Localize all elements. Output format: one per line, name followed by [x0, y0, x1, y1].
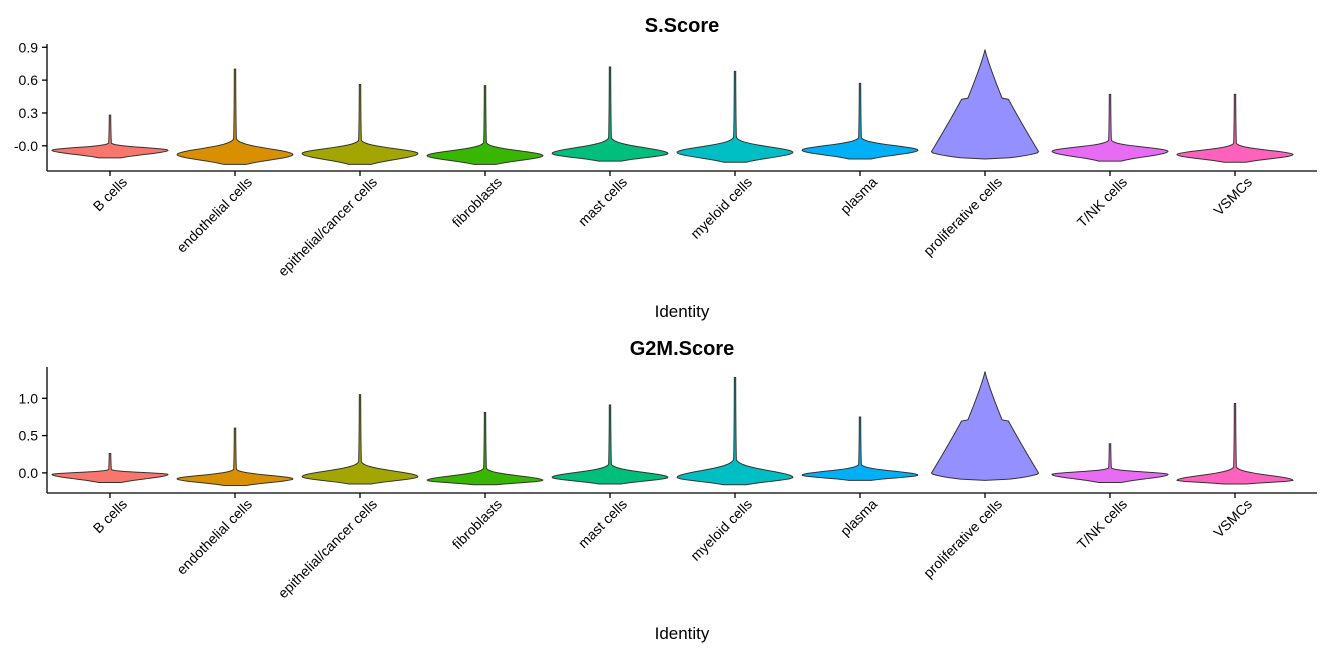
- x-tick-label: myeloid cells: [687, 174, 755, 242]
- violin-myeloid-cells: [676, 376, 794, 486]
- x-axis-title: Identity: [655, 302, 710, 321]
- violin-endothelial-cells: [176, 427, 294, 487]
- violin-epithelial-cancer-cells: [301, 84, 419, 165]
- x-axis-title: Identity: [655, 624, 710, 643]
- violin-fibroblasts: [426, 85, 544, 165]
- x-tick-label: myeloid cells: [687, 496, 755, 564]
- panel-title: G2M.Score: [630, 338, 734, 360]
- x-tick-label: proliferative cells: [920, 174, 1005, 259]
- panel-title: S.Score: [645, 15, 719, 37]
- x-tick-label: B cells: [90, 174, 130, 214]
- violin-myeloid-cells: [676, 70, 794, 163]
- y-tick-label: 0.6: [19, 72, 39, 88]
- x-tick-label: T/NK cells: [1074, 496, 1130, 552]
- x-tick-label: proliferative cells: [920, 496, 1005, 581]
- violin-vsmcs: [1176, 403, 1294, 485]
- violin-mast-cells: [551, 66, 669, 162]
- x-tick-label: B cells: [90, 496, 130, 536]
- x-tick-label: fibroblasts: [449, 174, 505, 230]
- violin-t-nk-cells: [1051, 93, 1169, 162]
- x-tick-label: epithelial/cancer cells: [275, 174, 380, 279]
- violin-t-nk-cells: [1051, 443, 1169, 484]
- x-tick-label: fibroblasts: [449, 496, 505, 552]
- x-tick-label: VSMCs: [1210, 496, 1255, 541]
- x-tick-label: mast cells: [575, 496, 630, 551]
- x-tick-label: endothelial cells: [173, 174, 255, 256]
- x-tick-label: endothelial cells: [173, 496, 255, 578]
- violin-endothelial-cells: [176, 68, 294, 165]
- y-tick-label: 0.5: [19, 428, 39, 444]
- y-tick-label: 0.3: [19, 105, 39, 121]
- y-tick-label: -0.0: [14, 138, 38, 154]
- y-tick-label: 0.9: [19, 39, 39, 55]
- violin-plasma: [801, 416, 919, 481]
- y-tick-label: 0.0: [19, 465, 39, 481]
- violin-b-cells: [51, 452, 169, 484]
- x-tick-label: T/NK cells: [1074, 174, 1130, 230]
- violin-mast-cells: [551, 404, 669, 485]
- violin-proliferative-cells: [930, 371, 1040, 481]
- violin-vsmcs: [1176, 93, 1294, 163]
- x-tick-label: mast cells: [575, 174, 630, 229]
- violin-epithelial-cancer-cells: [301, 394, 419, 485]
- violin-b-cells: [51, 114, 169, 159]
- x-tick-label: VSMCs: [1210, 174, 1255, 219]
- violin-plasma: [801, 82, 919, 160]
- violin-proliferative-cells: [930, 49, 1040, 160]
- y-tick-label: 1.0: [19, 390, 39, 406]
- panel-s-score: S.Score -0.0 0.3 0.6 0.9 B cells endothelial c…: [14, 15, 1317, 321]
- panel-g2m-score: G2M.Score 0.0 0.5 1.0 B cells endothelial cel…: [19, 338, 1317, 643]
- x-tick-label: epithelial/cancer cells: [275, 496, 380, 601]
- x-tick-label: plasma: [837, 174, 880, 217]
- violin-fibroblasts: [426, 411, 544, 486]
- x-tick-label: plasma: [837, 496, 880, 539]
